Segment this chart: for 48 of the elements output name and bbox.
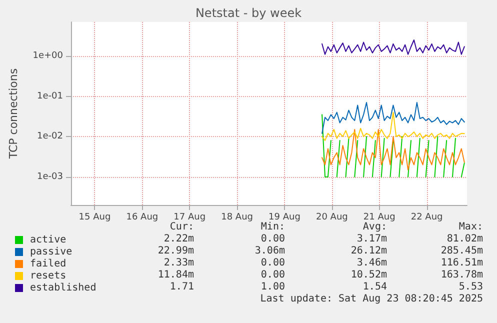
- y-tick-label: 1e-01: [37, 91, 63, 102]
- text: 22.99m: [158, 246, 194, 256]
- text: 11.84m: [158, 270, 194, 280]
- text: 26.12m: [350, 246, 387, 256]
- legend-label: failed: [30, 258, 66, 270]
- line-series: [322, 112, 465, 141]
- text: 163.78m: [440, 270, 483, 280]
- legend-label: passive: [30, 246, 72, 258]
- text: 10.52m: [350, 270, 387, 280]
- text: 1.00: [260, 282, 285, 292]
- text: 3.46m: [356, 258, 387, 268]
- y-tick-label: 1e-02: [37, 132, 63, 142]
- y-tick-label: 1e+00: [32, 51, 64, 62]
- x-tick-label: 19 Aug: [268, 212, 300, 222]
- y-axis-title: TCP connections: [7, 68, 20, 160]
- text: 0.00: [260, 270, 285, 280]
- text: 285.45m: [440, 246, 483, 256]
- legend-label: active: [30, 234, 66, 246]
- text: 1.71: [170, 282, 194, 292]
- legend-label: established: [30, 282, 96, 294]
- text: 0.00: [260, 234, 285, 244]
- line-series: [322, 102, 465, 134]
- x-tick-label: 18 Aug: [221, 212, 253, 222]
- legend-label: resets: [30, 270, 66, 282]
- text: 2.22m: [164, 234, 194, 244]
- x-tick-label: 17 Aug: [174, 212, 206, 222]
- text: Min:: [260, 222, 285, 232]
- x-tick-label: 20 Aug: [316, 212, 348, 222]
- line-series: [322, 128, 465, 170]
- text: 2.33m: [164, 258, 194, 268]
- y-tick-label: 1e-03: [37, 172, 63, 182]
- text: Max:: [458, 222, 483, 232]
- text: 0.00: [260, 258, 285, 268]
- text: 3.17m: [356, 234, 387, 244]
- text: 81.02m: [446, 234, 483, 244]
- text: 5.53: [458, 282, 483, 292]
- x-tick-label: 15 Aug: [78, 212, 111, 222]
- text: Cur:: [170, 222, 194, 232]
- text: 3.06m: [254, 246, 285, 256]
- x-tick-label: 16 Aug: [126, 212, 158, 222]
- line-series: [322, 40, 465, 55]
- chart-title: Netstat - by week: [195, 6, 302, 20]
- text: 1.54: [362, 282, 387, 292]
- x-tick-label: 21 Aug: [363, 212, 396, 222]
- text: Avg:: [362, 222, 387, 232]
- x-tick-label: 22 Aug: [410, 212, 443, 222]
- text: 116.51m: [440, 258, 483, 268]
- text: Last update: Sat Aug 23 08:20:45 2025: [260, 294, 484, 304]
